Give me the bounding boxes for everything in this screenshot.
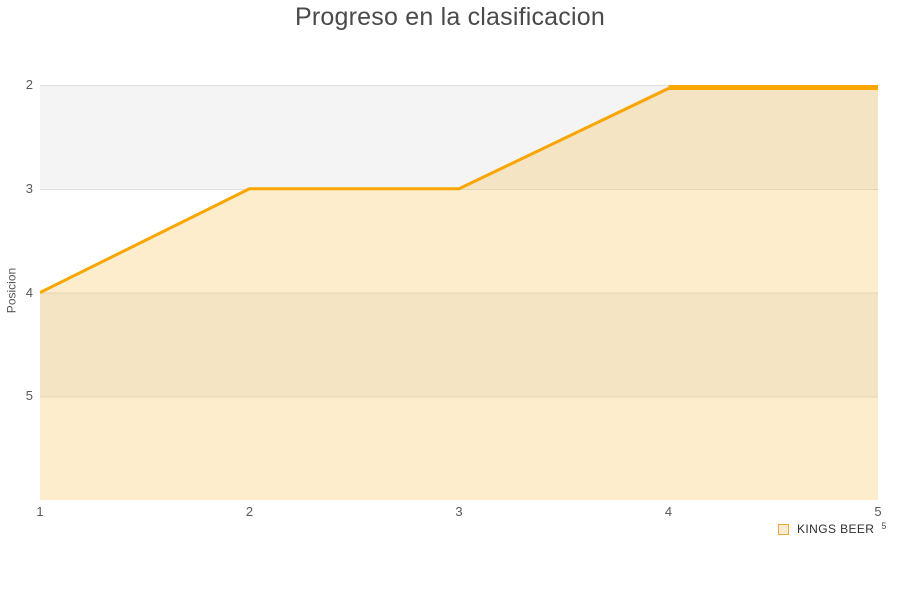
plot-svg <box>40 85 878 500</box>
x-tick-label: 5 <box>874 504 882 519</box>
y-tick-label: 3 <box>25 180 33 196</box>
y-tick-label: 5 <box>25 388 33 404</box>
x-tick-label: 4 <box>664 504 673 519</box>
y-tick-label: 2 <box>25 77 33 92</box>
grid-band <box>40 188 878 293</box>
x-tick-label: 1 <box>36 504 44 519</box>
chart-title: Progreso en la clasificacion <box>295 3 605 31</box>
grid-band <box>40 292 878 397</box>
series-line <box>40 87 878 294</box>
y-tick-label: 4 <box>25 284 33 300</box>
legend: KINGS BEER 5 <box>778 521 887 536</box>
x-tick-label: 2 <box>245 504 254 519</box>
legend-label: KINGS BEER <box>797 522 875 536</box>
grid-band <box>40 85 878 189</box>
legend-swatch-icon <box>778 523 789 535</box>
legend-superscript: 5 <box>881 521 887 531</box>
grid-band <box>40 396 878 500</box>
legend-item[interactable]: KINGS BEER <box>778 522 874 536</box>
x-tick-label: 3 <box>455 504 463 519</box>
